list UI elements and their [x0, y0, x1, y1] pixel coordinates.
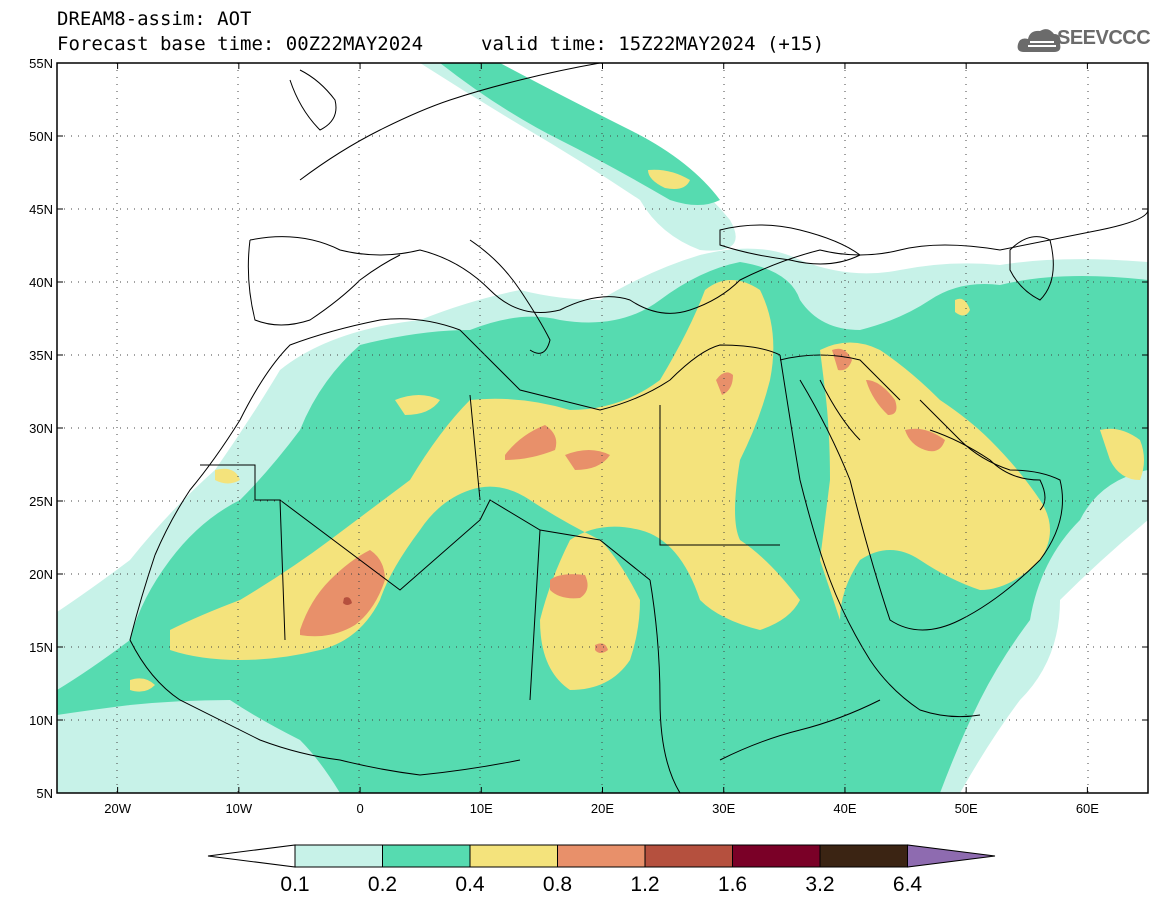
coast-persiangulf: [929, 429, 1046, 511]
aot-band-0.8-chad: [550, 574, 608, 653]
cloud-icon: [1017, 29, 1061, 52]
border-sahara-3: [469, 394, 780, 701]
colorbar-label: 0.2: [368, 873, 397, 896]
coast-britain: [289, 69, 337, 131]
aot-band-0.8-sahel: [300, 550, 385, 637]
valid-time: valid time: 15Z22MAY2024 (+15): [481, 33, 825, 55]
aot-band-0.2-danube: [440, 63, 720, 205]
lat-label: 40N: [29, 275, 53, 290]
aot-band-0.1-danube: [420, 63, 736, 251]
colorbar-segment: [732, 844, 821, 868]
colorbar-segment: [469, 844, 558, 868]
graticule: [57, 63, 1148, 793]
lon-label: 40E: [833, 801, 856, 816]
coast-northsea: [299, 63, 601, 181]
aot-field: [57, 63, 1148, 793]
colorbar-label: 1.6: [718, 873, 747, 896]
lon-label: 20W: [104, 801, 131, 816]
aot-band-1.2-sahel: [343, 597, 352, 605]
colorbar-label: 0.4: [455, 873, 485, 896]
lon-label: 0: [356, 801, 363, 816]
colorbar-under-arrow: [207, 844, 296, 868]
colorbar-segment: [382, 844, 471, 868]
lat-label: 20N: [29, 567, 53, 582]
border-sahara-1: [200, 464, 286, 641]
aot-band-0.4-iran: [955, 298, 1144, 480]
lat-label: 15N: [29, 640, 53, 655]
base-time: Forecast base time: 00Z22MAY2024: [57, 33, 424, 55]
border-sahara-2: [279, 499, 651, 591]
aot-band-0.8-libya: [505, 425, 610, 470]
coast-iberia: [247, 239, 401, 326]
aot-band-0.4-arabia: [820, 342, 1050, 620]
aot-band-0.4-danube: [648, 169, 690, 189]
colorbar-label: 1.2: [630, 873, 659, 896]
colorbar-label: 6.4: [893, 873, 923, 896]
lon-label: 20E: [591, 801, 614, 816]
lat-label: 50N: [29, 129, 53, 144]
lat-label: 35N: [29, 348, 53, 363]
colorbar-segment: [644, 844, 733, 868]
aot-band-0.8-iraq: [832, 348, 945, 452]
colorbar-label: 0.1: [280, 873, 309, 896]
coastlines: [129, 63, 1148, 793]
coast-westafrica: [129, 554, 521, 776]
model-title: DREAM8-assim: AOT: [57, 8, 252, 30]
colorbar-segment: [557, 844, 646, 868]
lat-label: 5N: [36, 786, 53, 801]
border-eastafrica: [649, 579, 881, 793]
lon-label: 10W: [225, 801, 252, 816]
coast-europe: [249, 209, 1148, 314]
coast-italy: [469, 239, 551, 354]
coast-redsea: [779, 354, 981, 718]
lon-label: 30E: [712, 801, 735, 816]
lon-label: 50E: [955, 801, 978, 816]
border-mideast: [779, 354, 901, 441]
colorbar-over-arrow: [907, 844, 996, 868]
lon-axis: 20W 10W 0 10E 20E 30E 40E 50E 60E: [104, 63, 1099, 816]
coast-blacksea: [719, 224, 861, 265]
lat-label: 55N: [29, 56, 53, 71]
coast-caspian: [1009, 236, 1054, 301]
colorbar-segment: [819, 844, 908, 868]
coast-africa-north: [154, 318, 781, 556]
lat-label: 30N: [29, 421, 53, 436]
lat-label: 45N: [29, 202, 53, 217]
lat-axis: 55N 50N 45N 40N 35N 30N 25N 20N 15N 10N 5N: [29, 56, 1148, 801]
lon-label: 10E: [470, 801, 493, 816]
colorbar-label: 0.8: [543, 873, 572, 896]
colorbar: 0.1 0.2 0.4 0.8 1.2 1.6 3.2 6.4: [207, 844, 996, 896]
aot-band-0.8-egypt: [716, 372, 733, 395]
logo-text: SEEVCCC: [1057, 27, 1151, 49]
lat-label: 25N: [29, 494, 53, 509]
coast-arabia: [799, 379, 1063, 631]
lon-label: 60E: [1076, 801, 1099, 816]
colorbar-label: 3.2: [805, 873, 834, 896]
colorbar-segment: [294, 844, 383, 868]
lat-label: 10N: [29, 713, 53, 728]
